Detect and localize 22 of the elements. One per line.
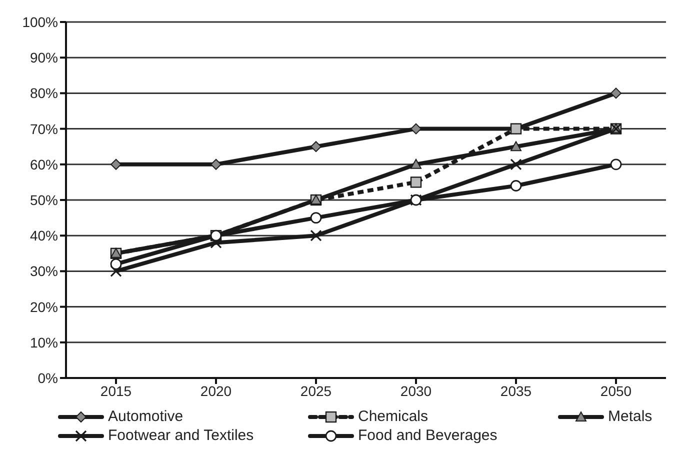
y-tick-label: 70% [30,120,58,137]
x-tick-label: 2030 [400,382,432,399]
y-tick-label: 90% [30,50,58,66]
legend-label: Footwear and Textiles [108,427,254,444]
x-tick-label: 2020 [200,382,232,399]
x-tick-label: 2025 [300,382,332,399]
y-tick-label: 100% [22,14,58,30]
y-tick-label: 20% [30,298,58,315]
legend-label: Automotive [108,408,184,425]
legend-label: Food and Beverages [358,427,498,444]
x-tick-label: 2035 [500,382,532,399]
y-tick-label: 80% [30,85,58,102]
legend-label: Metals [608,408,652,425]
legend-label: Chemicals [358,408,428,425]
x-tick-label: 2015 [100,382,132,399]
y-tick-label: 40% [30,228,58,244]
y-tick-label: 60% [30,156,58,172]
x-tick-label: 2050 [600,382,632,399]
y-tick-label: 10% [30,334,58,350]
y-tick-label: 50% [30,192,58,208]
y-tick-label: 30% [30,263,58,280]
y-tick-label: 0% [38,370,58,386]
